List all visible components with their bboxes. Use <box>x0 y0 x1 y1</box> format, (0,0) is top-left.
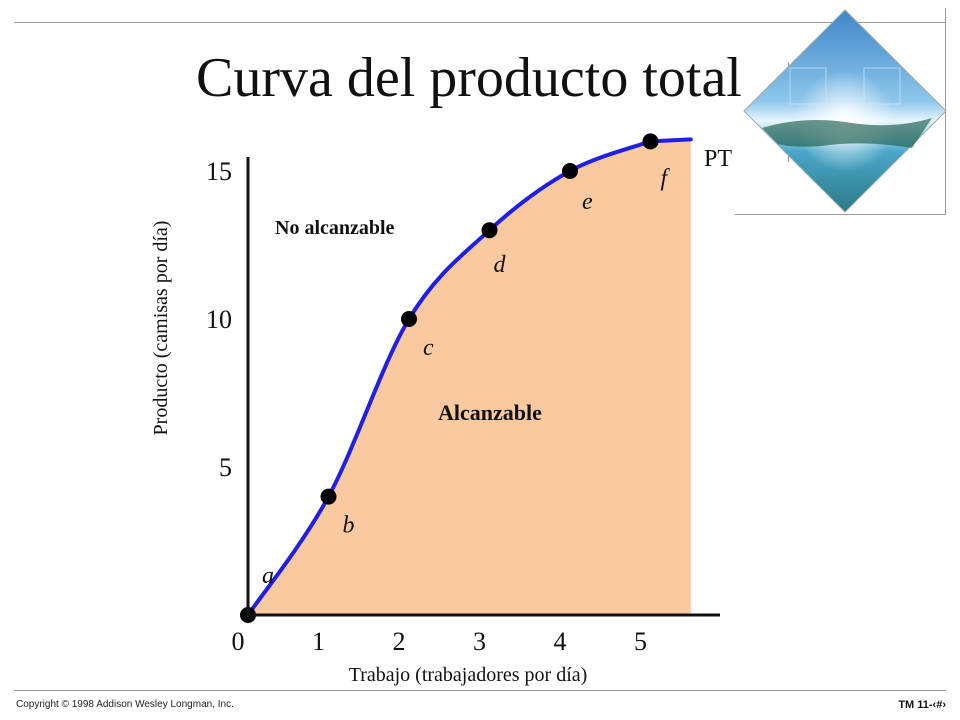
slide-number: TM 11-‹#› <box>898 699 946 711</box>
x-tick-label: 2 <box>393 627 406 656</box>
point-labels: a b c d e f <box>262 165 671 589</box>
point-label-e: e <box>582 189 593 215</box>
ocean-diamond-logo <box>743 9 947 213</box>
bottom-rule <box>14 690 946 691</box>
x-axis-label: Trabajo (trabajadores por día) <box>349 664 588 686</box>
y-tick-label: 10 <box>206 305 232 334</box>
x-tick-label: 0 <box>232 627 245 656</box>
region-label-unattainable: No alcanzable <box>275 217 395 239</box>
x-tick-label: 3 <box>473 627 486 656</box>
point-label-c: c <box>423 335 434 361</box>
data-point-e <box>562 163 578 179</box>
copyright-text: Copyright © 1998 Addison Wesley Longman,… <box>16 699 234 710</box>
y-axis-label: Producto (camisas por día) <box>150 221 172 436</box>
data-point-b <box>320 488 337 505</box>
x-tick-label: 4 <box>554 627 567 656</box>
series-label-pt: PT <box>704 146 732 172</box>
data-point-d <box>481 222 498 239</box>
point-label-a: a <box>262 563 274 589</box>
data-point-f <box>642 133 659 150</box>
top-rule <box>14 22 946 23</box>
x-tick-label: 5 <box>634 627 647 656</box>
region-label-attainable: Alcanzable <box>438 400 542 425</box>
data-point-c <box>401 311 417 327</box>
x-tick-label: 1 <box>312 627 325 656</box>
data-points <box>240 133 659 623</box>
page-title: Curva del producto total <box>196 47 742 109</box>
y-tick-label: 15 <box>206 157 232 186</box>
y-tick-labels: 5 10 15 <box>206 157 232 482</box>
point-label-b: b <box>343 513 355 539</box>
x-tick-labels: 0 1 2 3 4 5 <box>232 627 648 656</box>
point-label-d: d <box>494 252 507 278</box>
total-product-chart: a b c d e f 0 1 2 3 4 5 5 10 15 No alcanzable Alcanz… <box>150 133 732 686</box>
y-tick-label: 5 <box>219 453 232 482</box>
point-label-f: f <box>661 165 671 191</box>
attainable-region-fill <box>248 139 691 615</box>
